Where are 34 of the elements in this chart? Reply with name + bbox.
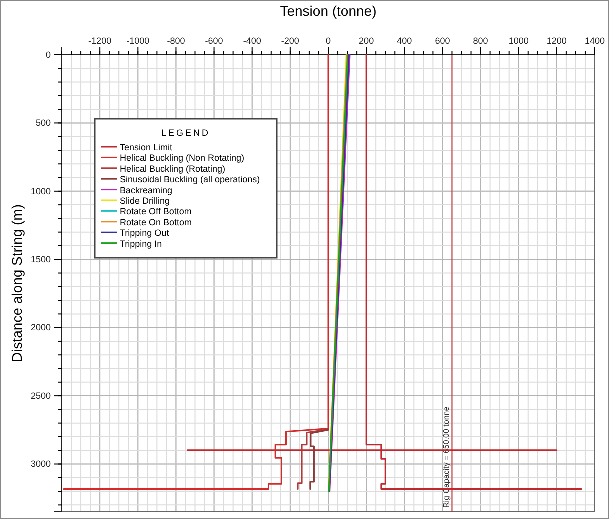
legend-label: Sinusoidal Buckling (all operations) bbox=[120, 174, 260, 185]
y-tick-label: 500 bbox=[36, 118, 51, 128]
x-tick-label: -200 bbox=[281, 36, 300, 46]
x-tick-label: 600 bbox=[435, 36, 450, 46]
x-axis-title: Tension (tonne) bbox=[280, 3, 377, 19]
x-tick-label: 800 bbox=[473, 36, 488, 46]
y-tick-label: 1000 bbox=[30, 186, 51, 196]
y-tick-label: 2000 bbox=[30, 322, 51, 333]
legend-label: Rotate On Bottom bbox=[120, 217, 192, 228]
legend-label: Tension Limit bbox=[120, 142, 174, 152]
x-tick-label: 1000 bbox=[508, 36, 529, 46]
x-tick-label: -600 bbox=[205, 36, 224, 46]
legend-label: Tripping Out bbox=[120, 228, 170, 238]
legend-label: Slide Drilling bbox=[120, 196, 170, 206]
legend-label: Backreaming bbox=[120, 185, 173, 196]
y-tick-label: 0 bbox=[46, 50, 51, 60]
x-tick-label: -1200 bbox=[88, 36, 112, 46]
x-tick-label: -1000 bbox=[126, 36, 150, 46]
legend-label: Tripping In bbox=[120, 238, 162, 249]
x-tick-label: 0 bbox=[326, 36, 332, 46]
x-tick-label: 200 bbox=[359, 36, 374, 46]
legend-label: Helical Buckling (Rotating) bbox=[120, 164, 226, 174]
y-tick-label: 1500 bbox=[30, 254, 51, 265]
x-tick-label: -400 bbox=[243, 36, 262, 46]
y-tick-label: 3000 bbox=[30, 459, 51, 470]
legend-label: Helical Buckling (Non Rotating) bbox=[120, 153, 245, 164]
x-tick-label: 1400 bbox=[584, 36, 606, 46]
y-tick-label: 2500 bbox=[30, 390, 51, 401]
legend-title: LEGEND bbox=[161, 128, 211, 138]
legend-label: Rotate Off Bottom bbox=[120, 206, 192, 217]
x-tick-label: 400 bbox=[397, 36, 412, 46]
y-axis-title: Distance along String (m) bbox=[9, 204, 25, 362]
x-tick-label: 1200 bbox=[546, 36, 567, 46]
x-tick-label: -800 bbox=[167, 36, 186, 46]
